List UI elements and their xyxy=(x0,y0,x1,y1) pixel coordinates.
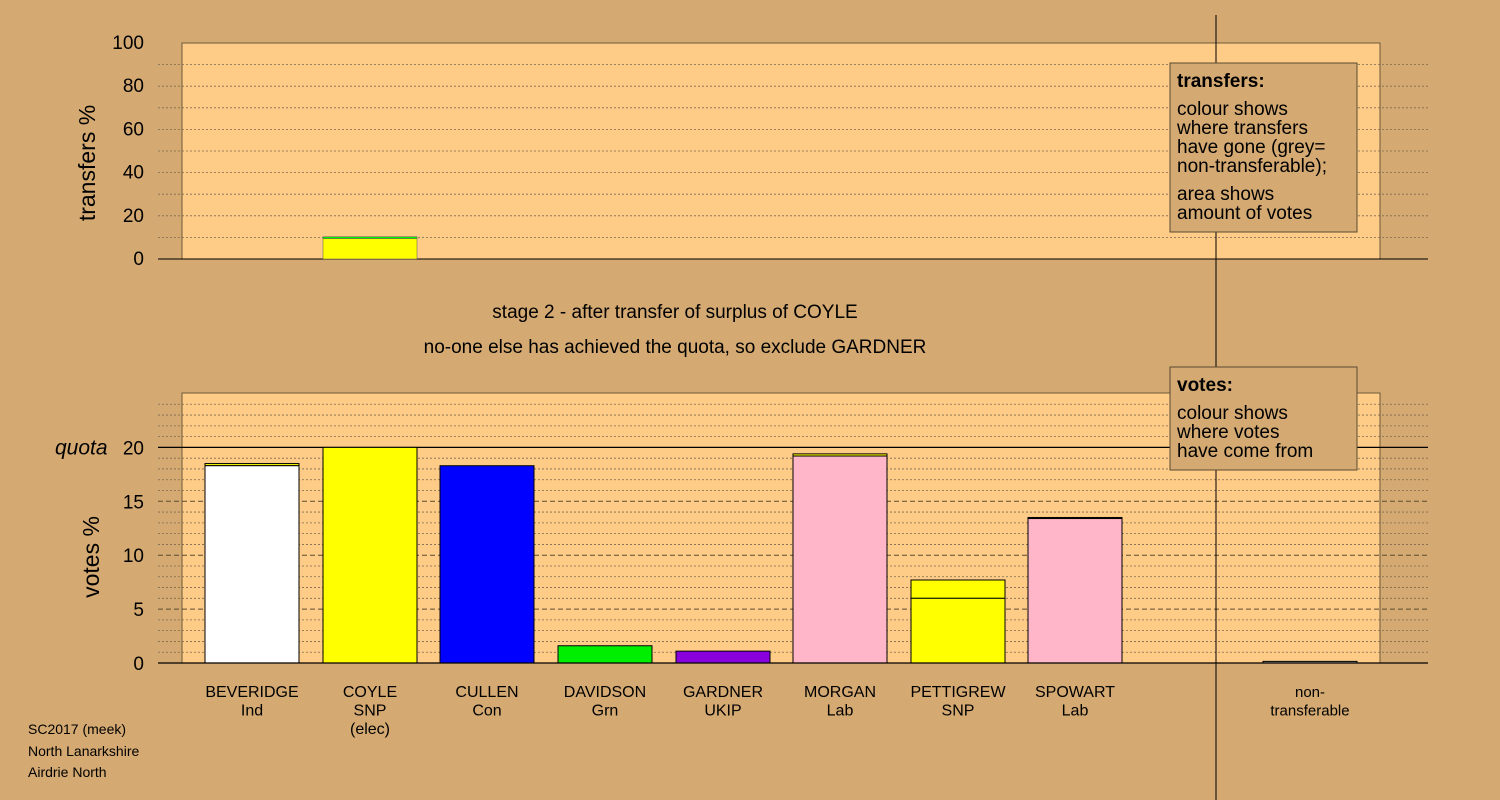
category-label-davidson: Grn xyxy=(592,703,619,720)
y-tick-label: 0 xyxy=(133,249,144,270)
stage-heading: stage 2 - after transfer of surplus of C… xyxy=(492,302,857,323)
footer-line-1: SC2017 (meek) xyxy=(28,721,126,737)
category-label-morgan: Lab xyxy=(827,703,854,720)
transfer-bar-coyle xyxy=(322,238,418,260)
category-label-cullen: Con xyxy=(472,703,501,720)
legend-text: where transfers xyxy=(1176,118,1308,139)
y-tick-label: 80 xyxy=(123,76,144,97)
category-label-cullen: CULLEN xyxy=(455,684,518,701)
y-tick-label: 5 xyxy=(133,600,144,621)
vote-bar-pettigrew xyxy=(910,597,1006,664)
category-label-beveridge: BEVERIDGE xyxy=(205,684,298,701)
vote-bar-gardner xyxy=(675,650,771,664)
legend-text: colour shows xyxy=(1177,403,1288,424)
y-tick-label: 20 xyxy=(123,206,144,227)
vote-bar-cullen xyxy=(439,465,535,664)
footer-line-3: Airdrie North xyxy=(28,764,107,780)
category-label-spowart: SPOWART xyxy=(1035,684,1115,701)
y-tick-label: 15 xyxy=(123,492,144,513)
legend-title: votes: xyxy=(1177,375,1233,396)
quota-label: quota xyxy=(55,436,108,459)
category-label-pettigrew: SNP xyxy=(942,703,975,720)
vote-bar-morgan xyxy=(792,455,888,664)
exclusion-heading: no-one else has achieved the quota, so e… xyxy=(424,337,927,358)
category-label-non-transferable: transferable xyxy=(1270,703,1349,720)
legend-text: non-transferable); xyxy=(1177,156,1327,177)
y-tick-label: 60 xyxy=(123,119,144,140)
y-axis-label: transfers % xyxy=(74,105,100,221)
legend-text: area shows xyxy=(1177,184,1274,205)
category-label-pettigrew: PETTIGREW xyxy=(910,684,1006,701)
legend-text: have come from xyxy=(1177,441,1313,462)
y-tick-label: 40 xyxy=(123,163,144,184)
vote-bar-beveridge xyxy=(204,465,300,664)
category-label-beveridge: Ind xyxy=(241,703,263,720)
category-label-non-transferable: non- xyxy=(1295,684,1325,701)
y-axis-label: votes % xyxy=(78,516,104,598)
y-tick-label: 100 xyxy=(112,33,144,54)
category-label-gardner: GARDNER xyxy=(683,684,763,701)
legend-box xyxy=(1169,366,1358,471)
vote-bar-spowart xyxy=(1027,518,1123,664)
category-label-gardner: UKIP xyxy=(704,703,741,720)
legend-text: amount of votes xyxy=(1177,203,1312,224)
legend-box xyxy=(1169,62,1358,233)
legend-title: transfers: xyxy=(1177,71,1265,92)
transfer-bar-coyle xyxy=(322,236,418,239)
vote-bar-coyle xyxy=(322,446,418,664)
transfer-segment-pettigrew xyxy=(910,579,1006,599)
category-label-davidson: DAVIDSON xyxy=(564,684,646,701)
vote-bar-davidson xyxy=(557,645,653,664)
y-tick-label: 20 xyxy=(123,438,144,459)
category-label-spowart: Lab xyxy=(1062,703,1089,720)
y-tick-label: 10 xyxy=(123,546,144,567)
legend-text: have gone (grey= xyxy=(1177,137,1325,158)
legend-text: colour shows xyxy=(1177,99,1288,120)
footer-line-2: North Lanarkshire xyxy=(28,743,139,759)
legend-text: where votes xyxy=(1176,422,1279,443)
category-label-coyle: SNP xyxy=(354,703,387,720)
category-label-morgan: MORGAN xyxy=(804,684,876,701)
category-label-coyle: (elec) xyxy=(350,721,390,738)
y-tick-label: 0 xyxy=(133,654,144,675)
category-label-coyle: COYLE xyxy=(343,684,397,701)
